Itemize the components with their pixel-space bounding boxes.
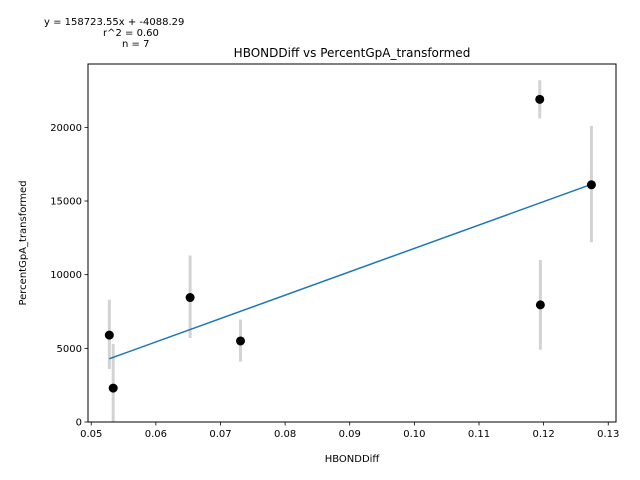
y-tick-label: 5000 bbox=[57, 344, 82, 355]
fit-line bbox=[109, 183, 592, 360]
x-axis: 0.05 0.06 0.07 0.08 0.09 0.10 0.11 0.12 0.13 bbox=[80, 422, 619, 440]
data-point-7 bbox=[586, 180, 596, 190]
chart-title: HBONDDiff vs PercentGpA_transformed bbox=[234, 46, 471, 60]
fit-line-layer bbox=[109, 183, 592, 360]
r-squared-annotation: r^2 = 0.60 bbox=[103, 28, 159, 39]
x-tick-label: 0.07 bbox=[209, 429, 231, 440]
x-tick-label: 0.06 bbox=[145, 429, 167, 440]
n-annotation: n = 7 bbox=[122, 39, 149, 50]
x-tick-label: 0.13 bbox=[597, 429, 619, 440]
x-tick-label: 0.08 bbox=[274, 429, 296, 440]
data-point-6 bbox=[535, 300, 545, 310]
y-tick-label: 10000 bbox=[50, 270, 82, 281]
x-axis-label: HBONDDiff bbox=[325, 454, 381, 465]
data-point-1 bbox=[104, 330, 114, 340]
data-point-3 bbox=[185, 293, 195, 303]
y-tick-label: 15000 bbox=[50, 197, 82, 208]
data-point-5 bbox=[535, 94, 545, 104]
x-tick-label: 0.10 bbox=[403, 429, 425, 440]
y-axis: 0 5000 10000 15000 20000 bbox=[50, 123, 88, 429]
x-tick-label: 0.12 bbox=[532, 429, 554, 440]
data-point-4 bbox=[236, 336, 246, 346]
equation-annotation: y = 158723.55x + -4088.29 bbox=[44, 17, 184, 28]
x-tick-label: 0.09 bbox=[339, 429, 361, 440]
x-tick-label: 0.11 bbox=[468, 429, 490, 440]
annotation-block: y = 158723.55x + -4088.29 r^2 = 0.60 n =… bbox=[44, 17, 184, 50]
plot-area-frame bbox=[87, 63, 617, 423]
point-layer bbox=[104, 94, 596, 393]
x-tick-label: 0.05 bbox=[80, 429, 102, 440]
errorbar-layer bbox=[107, 80, 593, 422]
y-tick-label: 20000 bbox=[50, 123, 82, 134]
y-axis-label: PercentGpA_transformed bbox=[18, 180, 29, 305]
y-tick-label: 0 bbox=[76, 418, 82, 429]
data-point-2 bbox=[108, 383, 118, 393]
